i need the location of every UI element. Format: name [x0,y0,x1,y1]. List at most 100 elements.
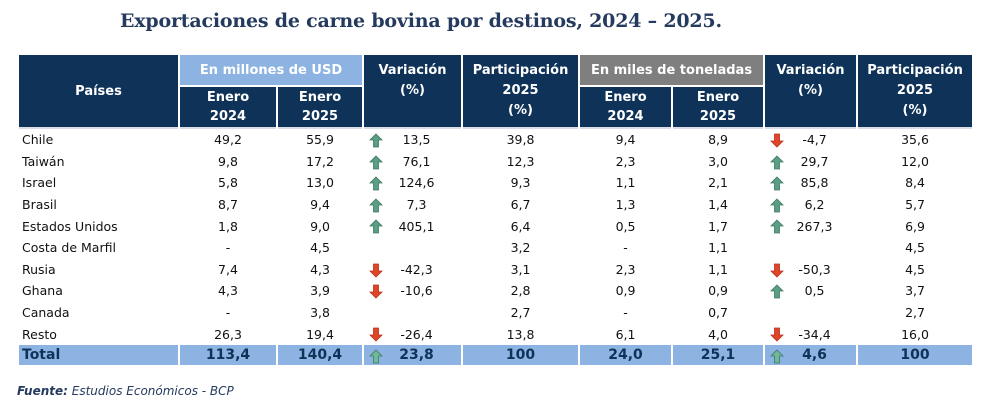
usd-2024-cell: 26,3 [214,326,242,342]
header-ton-enero-2024: Enero 2024 [580,85,672,127]
ton-2024-cell: - [623,240,628,256]
ton-2025-cell: 4,0 [708,326,728,342]
usd-2024-cell: 5,8 [218,175,238,191]
table-row: Canada - 3,8 2,7 - 0,7 2,7 [19,302,972,324]
arrow-down-icon [770,327,784,342]
usd-2024-cell: 4,3 [218,283,238,299]
header-usd-variacion: Variación (%) [364,55,462,127]
usd-part-cell: 6,7 [510,197,531,213]
ton-2025-cell: 0,7 [708,305,728,321]
ton-part-cell: 6,9 [905,218,925,234]
header-enero: Enero [604,90,647,105]
table-row: Israel 5,8 13,0 124,6 9,3 1,1 2,1 85,8 8,4 [19,172,972,194]
header-participacion-year: 2025 [896,83,934,98]
variation-value: -4,7 [802,132,827,148]
header-year: 2024 [607,109,644,124]
usd-var-cell [364,237,461,259]
usd-2025-cell: 55,9 [278,127,363,151]
arrow-down-icon [770,133,784,148]
country-cell: Taiwán [22,153,65,169]
ton-var-cell: 29,7 [765,151,856,173]
table-row: Taiwán 9,8 17,2 76,1 12,3 2,3 3,0 29,7 12,0 [19,151,972,173]
arrow-up-icon [770,155,784,169]
ton-var-cell: 4,6 [765,344,857,365]
usd-2024-cell: - [225,305,231,321]
arrow-down-icon [369,284,383,299]
header-participacion-unit: (%) [902,103,928,118]
exports-table: Países En millones de USD Variación (%) … [17,55,974,365]
variation-value: 4,6 [802,346,827,363]
header-usd-enero-2024: Enero 2024 [180,85,276,127]
ton-var-cell: 0,5 [765,280,856,302]
usd-part-cell: 39,8 [463,127,579,151]
country-cell: Chile [19,127,178,151]
usd-part-cell: 2,8 [510,283,531,299]
header-enero: Enero [696,90,740,105]
arrow-up-icon [369,133,383,148]
country-cell: Israel [22,175,57,191]
arrow-down-icon [369,263,383,278]
header-enero: Enero [298,90,342,105]
header-enero: Enero [206,90,250,105]
usd-2024-cell: - [225,240,231,256]
header-usd-participacion: Participación 2025 (%) [463,55,579,127]
header-usd-group: En millones de USD [180,55,363,85]
arrow-down-icon [770,263,784,278]
table-row: Estados Unidos 1,8 9,0 405,1 6,4 0,5 1,7 267,3 6… [19,215,972,237]
variation-value: 124,6 [398,175,435,191]
ton-part-cell: 8,4 [905,175,925,191]
ton-2024-cell: - [623,305,628,321]
usd-2024-cell: 113,4 [180,344,276,365]
ton-2025-cell: 1,7 [708,218,728,234]
usd-var-cell: 124,6 [364,172,461,194]
variation-value: 7,3 [406,197,427,213]
arrow-up-icon [770,349,784,364]
usd-var-cell: -10,6 [364,280,461,302]
usd-2024-cell: 49,2 [180,127,276,151]
table-title: Exportaciones de carne bovina por destin… [120,10,722,32]
arrow-up-icon [369,198,383,213]
country-cell: Costa de Marfil [22,240,116,256]
usd-2025-cell: 13,0 [306,175,334,191]
ton-2025-cell: 0,9 [708,283,728,299]
usd-part-cell: 3,1 [510,261,531,277]
country-cell: Total [19,344,178,365]
ton-2024-cell: 2,3 [615,153,636,169]
country-cell: Resto [22,326,57,342]
usd-2025-cell: 4,3 [310,261,330,277]
variation-value: -50,3 [798,261,831,277]
arrow-up-icon [369,219,383,234]
ton-2024-cell: 1,3 [615,197,636,213]
variation-value: 85,8 [800,175,829,191]
usd-2024-cell: 9,8 [218,153,238,169]
ton-var-cell: 85,8 [765,172,856,194]
ton-2025-cell: 1,1 [708,240,728,256]
table-row: Rusia 7,4 4,3 -42,3 3,1 2,3 1,1 -50,3 4,5 [19,259,972,281]
arrow-down-icon [369,327,383,342]
ton-part-cell: 4,5 [905,261,925,277]
arrow-up-icon [369,176,383,191]
ton-part-cell: 12,0 [901,153,929,169]
usd-var-cell: -26,4 [364,323,461,345]
ton-2024-cell: 6,1 [615,326,636,342]
header-participacion-unit: (%) [508,103,533,118]
arrow-up-icon [369,155,383,169]
usd-2024-cell: 1,8 [218,218,238,234]
source-text: Estudios Económicos - BCP [67,384,234,398]
usd-2024-cell: 7,4 [218,261,238,277]
total-row: Total 113,4 140,4 23,8 100 24,0 25,1 4,6 100 [19,344,973,365]
usd-2025-cell: 3,9 [310,283,330,299]
country-cell: Brasil [22,197,57,213]
header-variacion-unit: (%) [798,83,823,98]
ton-2025-cell: 2,1 [708,175,728,191]
usd-var-cell: 7,3 [364,194,461,216]
variation-value: 76,1 [402,153,431,169]
variation-value: -10,6 [400,283,433,299]
header-year: 2025 [699,109,737,124]
ton-var-cell [765,237,856,259]
country-cell: Canada [22,305,70,321]
usd-part-cell: 9,3 [510,175,531,191]
ton-part-cell: 3,7 [905,283,925,299]
arrow-up-icon [770,219,784,234]
usd-2025-cell: 3,8 [310,305,330,321]
